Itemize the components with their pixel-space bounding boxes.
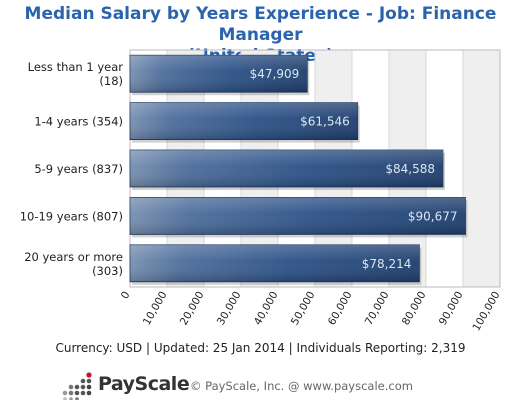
category-label: (303) xyxy=(92,264,123,278)
salary-bar-chart: $47,909 $61,546 $84,588 $90,677 $78,214 Less… xyxy=(20,49,503,334)
category-label: 20 years or more xyxy=(24,250,123,264)
background-band xyxy=(463,50,500,287)
x-tick-label: 70,000 xyxy=(363,290,392,328)
category-label: Less than 1 year xyxy=(28,60,124,74)
payscale-dots-icon xyxy=(62,372,92,400)
category-label: 10-19 years (807) xyxy=(20,209,123,223)
copyright-text: © PayScale, Inc. @ www.payscale.com xyxy=(190,379,413,393)
x-tick-label: 40,000 xyxy=(252,290,281,328)
bars: $47,909 $61,546 $84,588 $90,677 $78,214 xyxy=(129,54,468,285)
footer-separator: | xyxy=(288,341,293,355)
category-label: 1-4 years (354) xyxy=(34,115,123,129)
bar-value-label: $47,909 xyxy=(250,67,300,81)
bar-highlight xyxy=(130,244,420,282)
x-tick-labels: 0 10,000 20,000 30,000 40,000 50,000 60,000 70,… xyxy=(119,290,503,334)
bar-value-label: $78,214 xyxy=(362,257,412,271)
chart-title-line1: Median Salary by Years Experience - Job:… xyxy=(24,4,497,45)
bar-highlight xyxy=(130,102,358,140)
bar-highlight xyxy=(130,197,466,235)
x-tick-label: 0 xyxy=(119,290,133,302)
x-tick-label: 50,000 xyxy=(289,290,318,328)
currency-text: Currency: USD xyxy=(55,341,143,355)
reporting-text: Individuals Reporting: 2,319 xyxy=(296,341,466,355)
footer-separator: | xyxy=(146,341,151,355)
category-label: (18) xyxy=(99,74,123,88)
bar-value-label: $90,677 xyxy=(408,209,458,223)
x-tick-label: 60,000 xyxy=(326,290,355,328)
updated-text: Updated: 25 Jan 2014 xyxy=(153,341,285,355)
bar-value-label: $84,588 xyxy=(385,162,435,176)
x-tick-label: 80,000 xyxy=(400,290,429,328)
x-tick-label: 100,000 xyxy=(470,290,502,334)
bar-value-label: $61,546 xyxy=(300,115,350,129)
payscale-brand-name: PayScale xyxy=(98,373,190,395)
category-label: 5-9 years (837) xyxy=(34,162,123,176)
category-labels: Less than 1 year(18) 1-4 years (354) 5-9 y… xyxy=(20,60,124,278)
x-tick-label: 30,000 xyxy=(215,290,244,328)
bar-highlight xyxy=(130,55,308,93)
chart-footer: Currency: USD | Updated: 25 Jan 2014 | I… xyxy=(0,341,521,355)
x-tick-label: 10,000 xyxy=(141,290,170,328)
x-tick-label: 90,000 xyxy=(437,290,466,328)
bar-highlight xyxy=(130,150,443,187)
x-tick-label: 20,000 xyxy=(178,290,207,328)
